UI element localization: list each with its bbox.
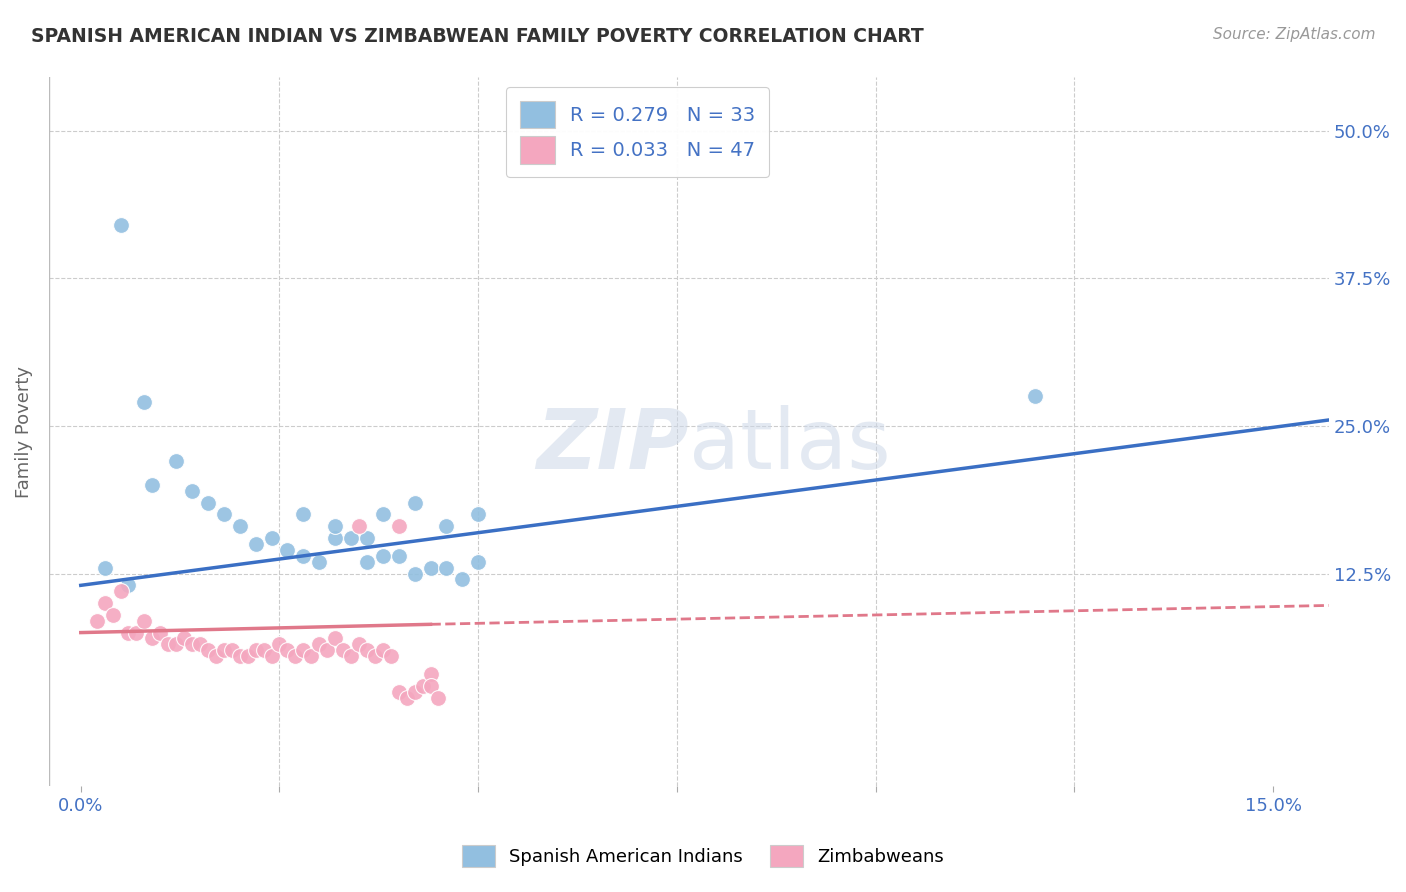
- Point: [388, 519, 411, 533]
- Point: [371, 643, 394, 657]
- Point: [404, 684, 426, 698]
- Point: [436, 560, 458, 574]
- Point: [292, 549, 315, 563]
- Point: [323, 519, 346, 533]
- Point: [419, 667, 441, 681]
- Text: SPANISH AMERICAN INDIAN VS ZIMBABWEAN FAMILY POVERTY CORRELATION CHART: SPANISH AMERICAN INDIAN VS ZIMBABWEAN FA…: [31, 27, 924, 45]
- Point: [451, 573, 474, 587]
- Point: [229, 519, 252, 533]
- Point: [395, 690, 418, 705]
- Point: [260, 649, 283, 664]
- Point: [467, 555, 489, 569]
- Point: [419, 679, 441, 693]
- Point: [340, 649, 363, 664]
- Point: [299, 649, 322, 664]
- Point: [93, 596, 115, 610]
- Point: [436, 519, 458, 533]
- Point: [157, 637, 180, 651]
- Point: [229, 649, 252, 664]
- Point: [86, 614, 108, 628]
- Point: [173, 632, 195, 646]
- Legend: Spanish American Indians, Zimbabweans: Spanish American Indians, Zimbabweans: [456, 838, 950, 874]
- Point: [427, 690, 450, 705]
- Point: [197, 643, 219, 657]
- Point: [141, 632, 163, 646]
- Point: [134, 395, 156, 409]
- Point: [252, 643, 274, 657]
- Point: [149, 625, 172, 640]
- Point: [197, 496, 219, 510]
- Legend: R = 0.279   N = 33, R = 0.033   N = 47: R = 0.279 N = 33, R = 0.033 N = 47: [506, 87, 769, 178]
- Point: [419, 560, 441, 574]
- Point: [165, 454, 187, 468]
- Point: [388, 549, 411, 563]
- Point: [165, 637, 187, 651]
- Point: [284, 649, 307, 664]
- Point: [340, 531, 363, 545]
- Point: [332, 643, 354, 657]
- Point: [356, 555, 378, 569]
- Point: [125, 625, 148, 640]
- Point: [347, 637, 370, 651]
- Point: [212, 643, 235, 657]
- Point: [236, 649, 259, 664]
- Point: [308, 637, 330, 651]
- Y-axis label: Family Poverty: Family Poverty: [15, 366, 32, 498]
- Point: [245, 643, 267, 657]
- Point: [276, 643, 298, 657]
- Point: [181, 483, 204, 498]
- Point: [276, 542, 298, 557]
- Point: [117, 578, 139, 592]
- Point: [188, 637, 211, 651]
- Point: [371, 549, 394, 563]
- Point: [212, 508, 235, 522]
- Point: [364, 649, 387, 664]
- Point: [269, 637, 291, 651]
- Point: [260, 531, 283, 545]
- Point: [110, 218, 132, 232]
- Point: [356, 643, 378, 657]
- Point: [356, 531, 378, 545]
- Point: [117, 625, 139, 640]
- Point: [245, 537, 267, 551]
- Point: [380, 649, 402, 664]
- Point: [308, 555, 330, 569]
- Point: [292, 508, 315, 522]
- Point: [221, 643, 243, 657]
- Point: [412, 679, 434, 693]
- Point: [323, 632, 346, 646]
- Point: [292, 643, 315, 657]
- Point: [205, 649, 228, 664]
- Point: [388, 684, 411, 698]
- Point: [134, 614, 156, 628]
- Text: atlas: atlas: [689, 406, 890, 486]
- Point: [316, 643, 339, 657]
- Point: [404, 566, 426, 581]
- Point: [347, 519, 370, 533]
- Point: [1024, 389, 1046, 403]
- Point: [110, 584, 132, 599]
- Point: [371, 508, 394, 522]
- Point: [323, 531, 346, 545]
- Point: [467, 508, 489, 522]
- Point: [93, 560, 115, 574]
- Point: [101, 607, 124, 622]
- Point: [404, 496, 426, 510]
- Text: Source: ZipAtlas.com: Source: ZipAtlas.com: [1212, 27, 1375, 42]
- Point: [181, 637, 204, 651]
- Text: ZIP: ZIP: [536, 406, 689, 486]
- Point: [141, 478, 163, 492]
